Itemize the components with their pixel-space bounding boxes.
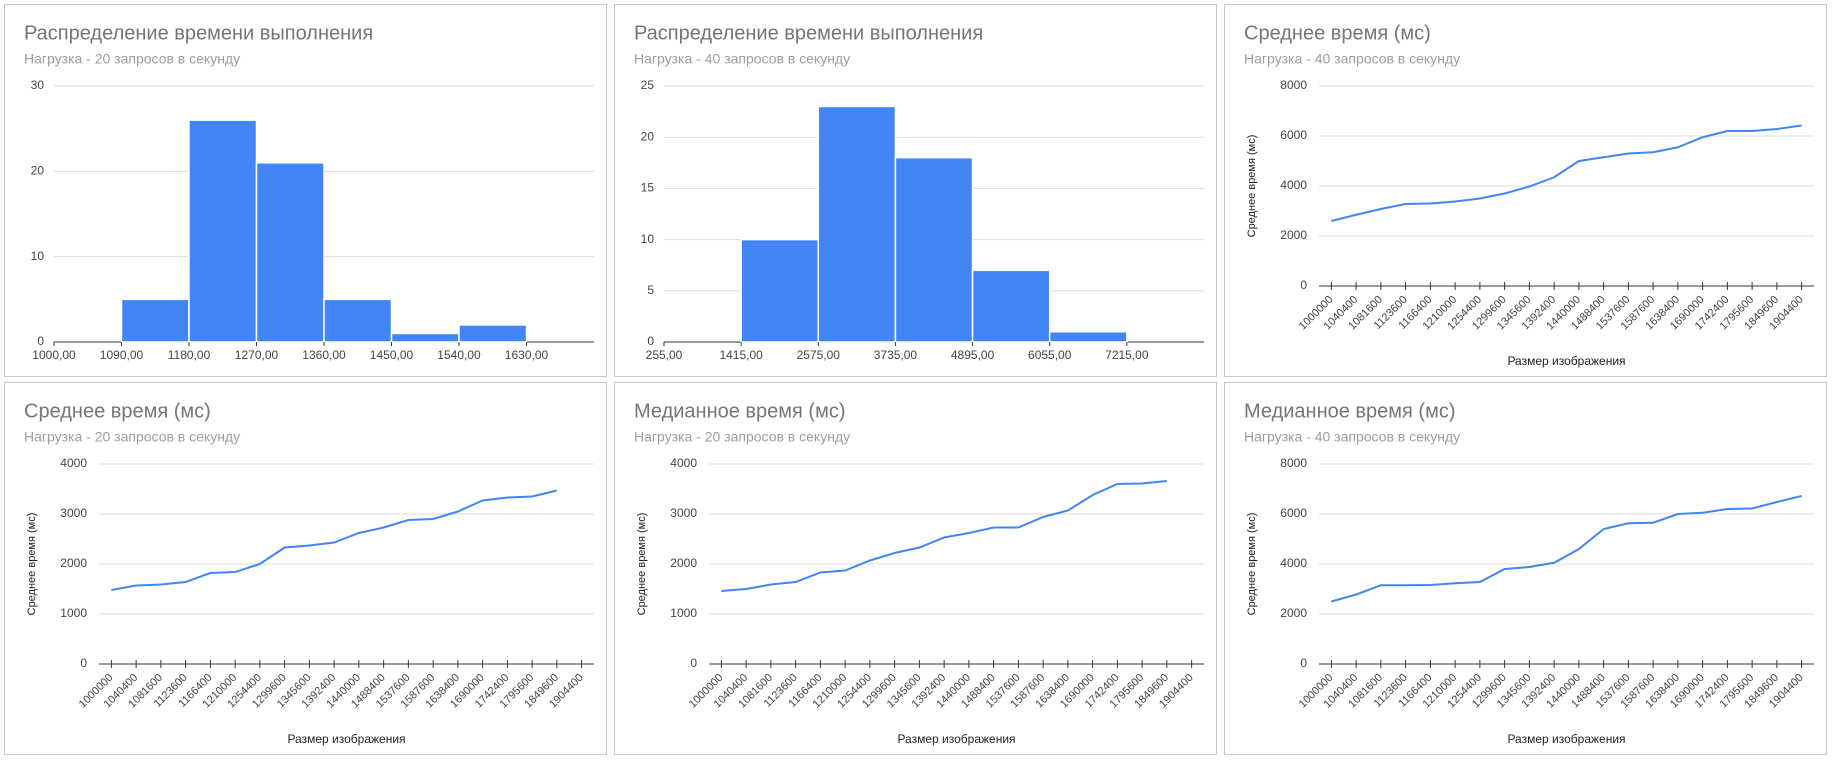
y-axis-label: Среднее время (мс) [1246,513,1258,616]
y-axis-label: Среднее время (мс) [636,513,648,616]
x-tick-label: 1000,00 [32,348,76,362]
y-tick-label: 3000 [670,506,697,520]
y-tick-label: 0 [80,656,87,670]
x-tick-label: 1540,00 [437,348,481,362]
panel-border [4,382,607,755]
bar [323,298,393,343]
line [721,480,1167,592]
y-tick-label: 6000 [1280,128,1307,142]
x-axis-label: Размер изображения [287,732,405,746]
y-tick-label: 0 [37,334,44,348]
chart-subtitle: Нагрузка - 20 запросов в секунду [24,429,240,445]
chart-subtitle: Нагрузка - 40 запросов в секунду [634,51,850,67]
chart-title: Среднее время (мс) [24,400,211,422]
x-tick-label: 1360,00 [302,348,346,362]
y-tick-label: 0 [690,656,697,670]
chart-panel: Медианное время (мс) Нагрузка - 20 запрос… [614,382,1217,755]
y-tick-label: 6000 [1280,506,1307,520]
chart-title: Распределение времени выполнения [24,22,373,44]
x-tick-label: 4895,00 [951,348,995,362]
bar [894,156,974,343]
y-tick-label: 25 [641,78,655,92]
x-tick-label: 1450,00 [370,348,414,362]
y-tick-label: 4000 [670,456,697,470]
y-tick-label: 30 [31,78,45,92]
y-tick-label: 4000 [1280,178,1307,192]
chart-panel: Среднее время (мс) Нагрузка - 20 запросов… [4,382,607,755]
bar [817,105,897,343]
y-tick-label: 3000 [60,506,87,520]
line [1331,124,1802,222]
y-tick-label: 20 [641,129,655,143]
y-tick-label: 2000 [1280,228,1307,242]
y-tick-label: 0 [1300,278,1307,292]
bar [1048,331,1128,343]
y-tick-label: 8000 [1280,456,1307,470]
bar [255,162,325,343]
x-tick-label: 7215,00 [1105,348,1149,362]
y-tick-label: 5 [647,283,654,297]
bar [390,332,460,343]
bar [740,238,820,343]
y-tick-label: 0 [647,334,654,348]
y-tick-label: 1000 [60,606,87,620]
x-tick-label: 1415,00 [719,348,763,362]
x-tick-label: 2575,00 [797,348,841,362]
chart-title: Распределение времени выполнения [634,22,983,44]
x-axis-label: Размер изображения [1507,354,1625,368]
panel-border [1224,4,1827,377]
y-axis-label: Среднее время (мс) [26,513,38,616]
y-tick-label: 4000 [1280,556,1307,570]
x-tick-label: 1180,00 [168,348,211,362]
y-axis-label: Среднее время (мс) [1246,135,1258,238]
y-tick-label: 8000 [1280,78,1307,92]
x-tick-label: 6055,00 [1028,348,1072,362]
chart-panel: Среднее время (мс) Нагрузка - 40 запросов… [1224,4,1827,377]
panel-border [614,382,1217,755]
y-tick-label: 20 [31,164,45,178]
chart-title: Среднее время (мс) [1244,22,1431,44]
y-tick-label: 2000 [60,556,87,570]
x-tick-label: 1090,00 [100,348,144,362]
x-tick-label: 3735,00 [874,348,918,362]
y-tick-label: 4000 [60,456,87,470]
bar [458,324,528,343]
y-tick-label: 0 [1300,656,1307,670]
y-tick-label: 10 [31,249,45,263]
y-tick-label: 10 [641,232,655,246]
y-tick-label: 2000 [670,556,697,570]
line [111,489,558,591]
chart-panel: Медианное время (мс) Нагрузка - 40 запрос… [1224,382,1827,755]
panel-border [1224,382,1827,755]
y-tick-label: 2000 [1280,606,1307,620]
x-axis-label: Размер изображения [1507,732,1625,746]
chart-panel: Распределение времени выполнения Нагрузка… [614,4,1217,377]
x-tick-label: 255,00 [646,348,683,362]
chart-subtitle: Нагрузка - 20 запросов в секунду [634,429,850,445]
bar [120,298,190,343]
chart-panel: Распределение времени выполнения Нагрузка… [4,4,607,377]
y-tick-label: 1000 [670,606,697,620]
x-tick-label: 1630,00 [505,348,549,362]
x-axis-label: Размер изображения [897,732,1015,746]
bar [971,269,1051,343]
bar [188,119,258,343]
chart-title: Медианное время (мс) [634,400,846,422]
line [1331,495,1802,603]
chart-subtitle: Нагрузка - 20 запросов в секунду [24,51,240,67]
chart-subtitle: Нагрузка - 40 запросов в секунду [1244,429,1460,445]
chart-subtitle: Нагрузка - 40 запросов в секунду [1244,51,1460,67]
x-tick-label: 1270,00 [235,348,279,362]
chart-title: Медианное время (мс) [1244,400,1456,422]
y-tick-label: 15 [641,181,655,195]
